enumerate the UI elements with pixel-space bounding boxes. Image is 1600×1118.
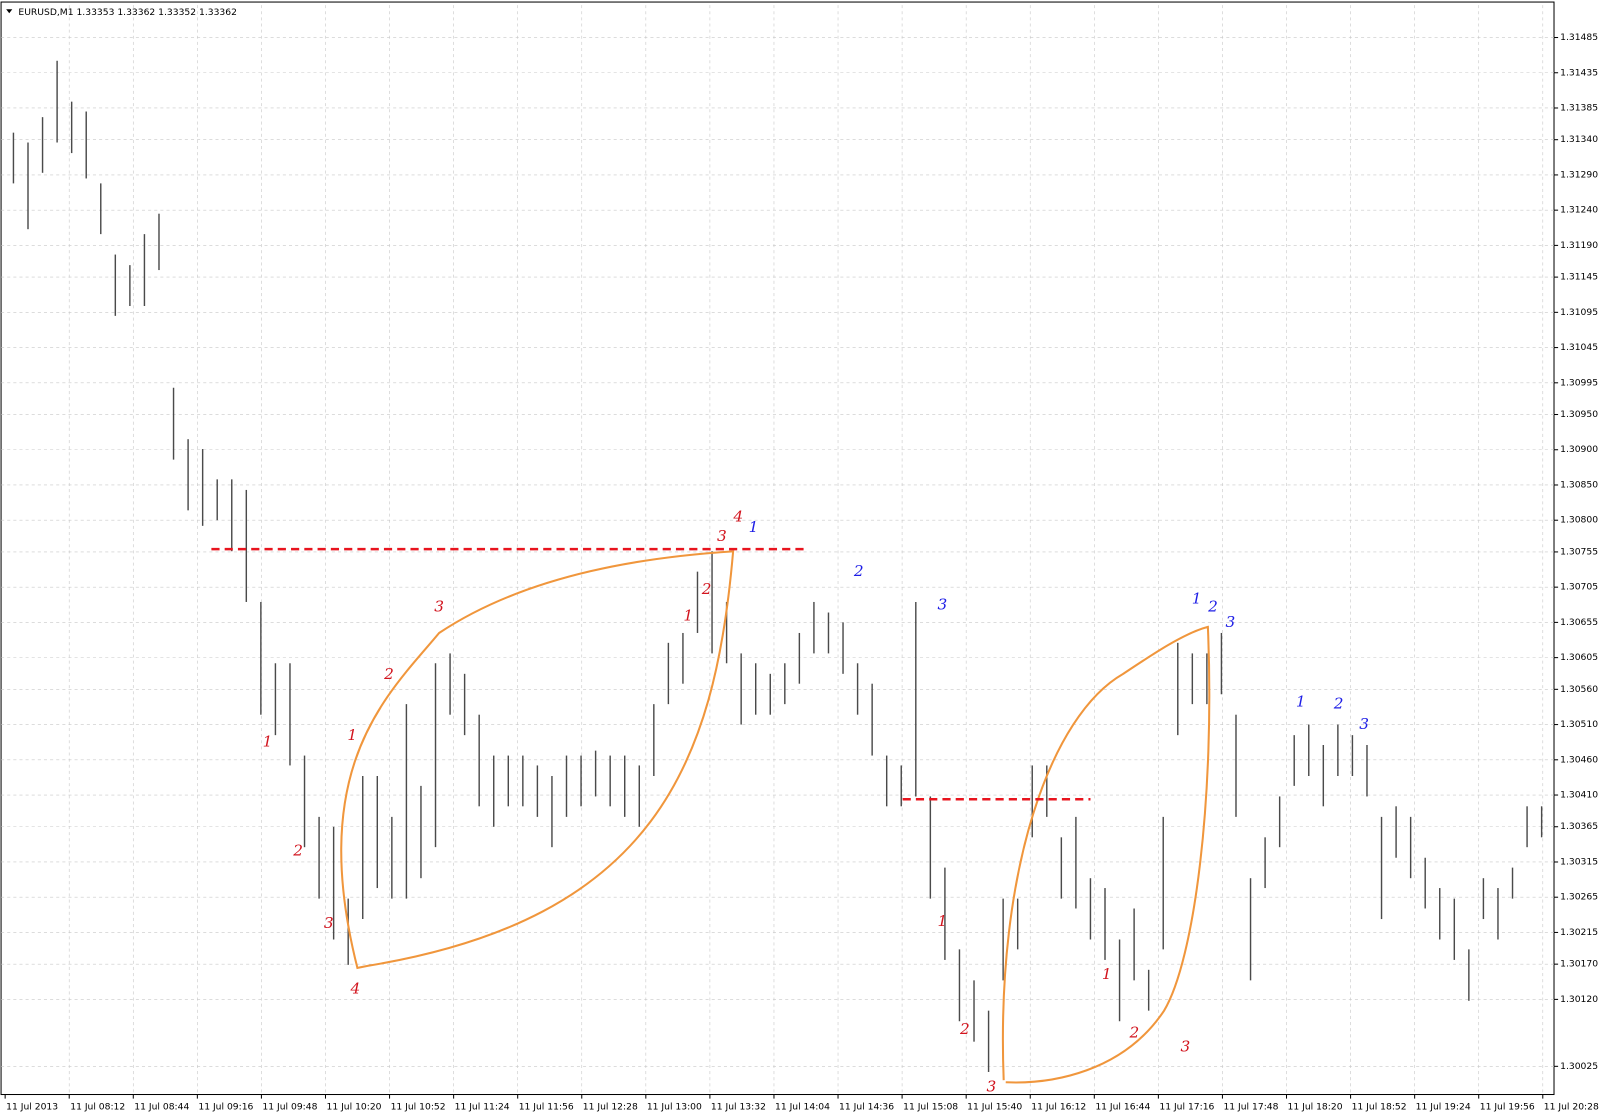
y-tick-label: 1.30655: [1560, 617, 1598, 628]
x-tick-label: 11 Jul 08:12: [70, 1101, 125, 1112]
x-tick-label: 11 Jul 2013: [6, 1101, 58, 1112]
y-tick-label: 1.30265: [1560, 892, 1598, 903]
y-tick-label: 1.31485: [1560, 32, 1598, 43]
y-tick-label: 1.30800: [1560, 515, 1598, 526]
y-tick-label: 1.31240: [1560, 205, 1598, 216]
x-tick-label: 11 Jul 17:48: [1223, 1101, 1278, 1112]
y-tick-label: 1.31145: [1560, 272, 1598, 283]
y-tick-label: 1.30705: [1560, 582, 1598, 593]
x-tick-label: 11 Jul 17:16: [1159, 1101, 1214, 1112]
x-tick-label: 11 Jul 12:28: [583, 1101, 638, 1112]
wave-label: 3: [717, 527, 727, 545]
x-tick-label: 11 Jul 13:32: [711, 1101, 766, 1112]
wave-label: 3: [324, 914, 334, 932]
y-tick-label: 1.30365: [1560, 821, 1598, 832]
wave-label: 1: [263, 732, 273, 750]
y-tick-label: 1.31435: [1560, 67, 1598, 78]
wave-label: 3: [1181, 1038, 1191, 1056]
x-tick-label: 11 Jul 09:48: [262, 1101, 317, 1112]
wave-label: 4: [349, 979, 360, 997]
wave-label: 2: [959, 1020, 970, 1038]
y-tick-label: 1.30850: [1560, 479, 1598, 490]
menu-arrow[interactable]: [6, 9, 13, 14]
wave-label: 2: [1207, 597, 1218, 615]
wave-label: 4: [732, 508, 743, 526]
x-tick-label: 11 Jul 20:28: [1544, 1101, 1599, 1112]
y-tick-label: 1.30995: [1560, 377, 1598, 388]
y-tick-label: 1.30315: [1560, 856, 1598, 867]
wave-label: 2: [701, 580, 712, 598]
x-tick-label: 11 Jul 11:24: [455, 1101, 510, 1112]
y-tick-label: 1.30025: [1560, 1061, 1598, 1072]
y-tick-label: 1.30215: [1560, 927, 1598, 938]
grid: [1, 5, 1555, 1095]
x-tick-label: 11 Jul 14:04: [775, 1101, 830, 1112]
x-tick-label: 11 Jul 18:20: [1288, 1101, 1343, 1112]
x-tick-label: 11 Jul 08:44: [134, 1101, 189, 1112]
y-tick-label: 1.30120: [1560, 994, 1598, 1005]
wave-label: 1: [749, 518, 759, 536]
y-tick-label: 1.30460: [1560, 754, 1598, 765]
y-tick-label: 1.31095: [1560, 307, 1598, 318]
x-tick-label: 11 Jul 16:44: [1095, 1101, 1150, 1112]
y-tick-label: 1.31385: [1560, 102, 1598, 113]
wave-label: 3: [1359, 715, 1369, 733]
y-tick-label: 1.30170: [1560, 959, 1598, 970]
x-tick-label: 11 Jul 18:52: [1352, 1101, 1407, 1112]
x-tick-label: 11 Jul 16:12: [1031, 1101, 1086, 1112]
x-tick-label: 11 Jul 13:00: [647, 1101, 702, 1112]
wave-label: 1: [1296, 692, 1306, 710]
wave-label: 3: [987, 1077, 997, 1095]
chart-header: EURUSD,M1 1.33353 1.33362 1.33352 1.3336…: [18, 7, 237, 18]
x-tick-label: 11 Jul 10:20: [327, 1101, 382, 1112]
y-tick-label: 1.30605: [1560, 652, 1598, 663]
fib-arc: [1001, 625, 1211, 1084]
y-tick-label: 1.30510: [1560, 719, 1598, 730]
wave-label: 3: [434, 597, 444, 615]
fib-arc: [340, 550, 735, 970]
wave-label: 1: [1102, 965, 1112, 983]
wave-label: 3: [938, 595, 948, 613]
y-tick-label: 1.30755: [1560, 546, 1598, 557]
x-tick-label: 11 Jul 10:52: [391, 1101, 446, 1112]
wave-label: 2: [292, 842, 303, 860]
x-tick-label: 11 Jul 09:16: [198, 1101, 253, 1112]
wave-label: 1: [1192, 589, 1202, 607]
x-tick-label: 11 Jul 15:40: [967, 1101, 1022, 1112]
x-tick-label: 11 Jul 15:08: [903, 1101, 958, 1112]
x-tick-label: 11 Jul 14:36: [839, 1101, 894, 1112]
x-tick-label: 11 Jul 19:56: [1480, 1101, 1535, 1112]
wave-label: 2: [1333, 694, 1344, 712]
y-tick-label: 1.30900: [1560, 444, 1598, 455]
y-tick-label: 1.31045: [1560, 342, 1598, 353]
wave-label: 2: [853, 562, 864, 580]
x-tick-label: 11 Jul 19:24: [1416, 1101, 1471, 1112]
y-tick-label: 1.31190: [1560, 240, 1598, 251]
y-tick-label: 1.30410: [1560, 790, 1598, 801]
wave-label: 2: [1129, 1023, 1140, 1041]
y-tick-label: 1.31290: [1560, 169, 1598, 180]
bars: [12, 60, 1543, 1072]
wave-label: 2: [383, 665, 394, 683]
wave-label: 1: [683, 607, 693, 625]
plot-frame: [0, 1, 1555, 1096]
wave-label: 1: [938, 912, 948, 930]
y-tick-label: 1.30560: [1560, 684, 1598, 695]
y-tick-label: 1.31340: [1560, 134, 1598, 145]
x-tick-label: 11 Jul 11:56: [519, 1101, 574, 1112]
wave-label: 1: [347, 726, 357, 744]
wave-label: 3: [1225, 613, 1235, 631]
y-tick-label: 1.30950: [1560, 409, 1598, 420]
